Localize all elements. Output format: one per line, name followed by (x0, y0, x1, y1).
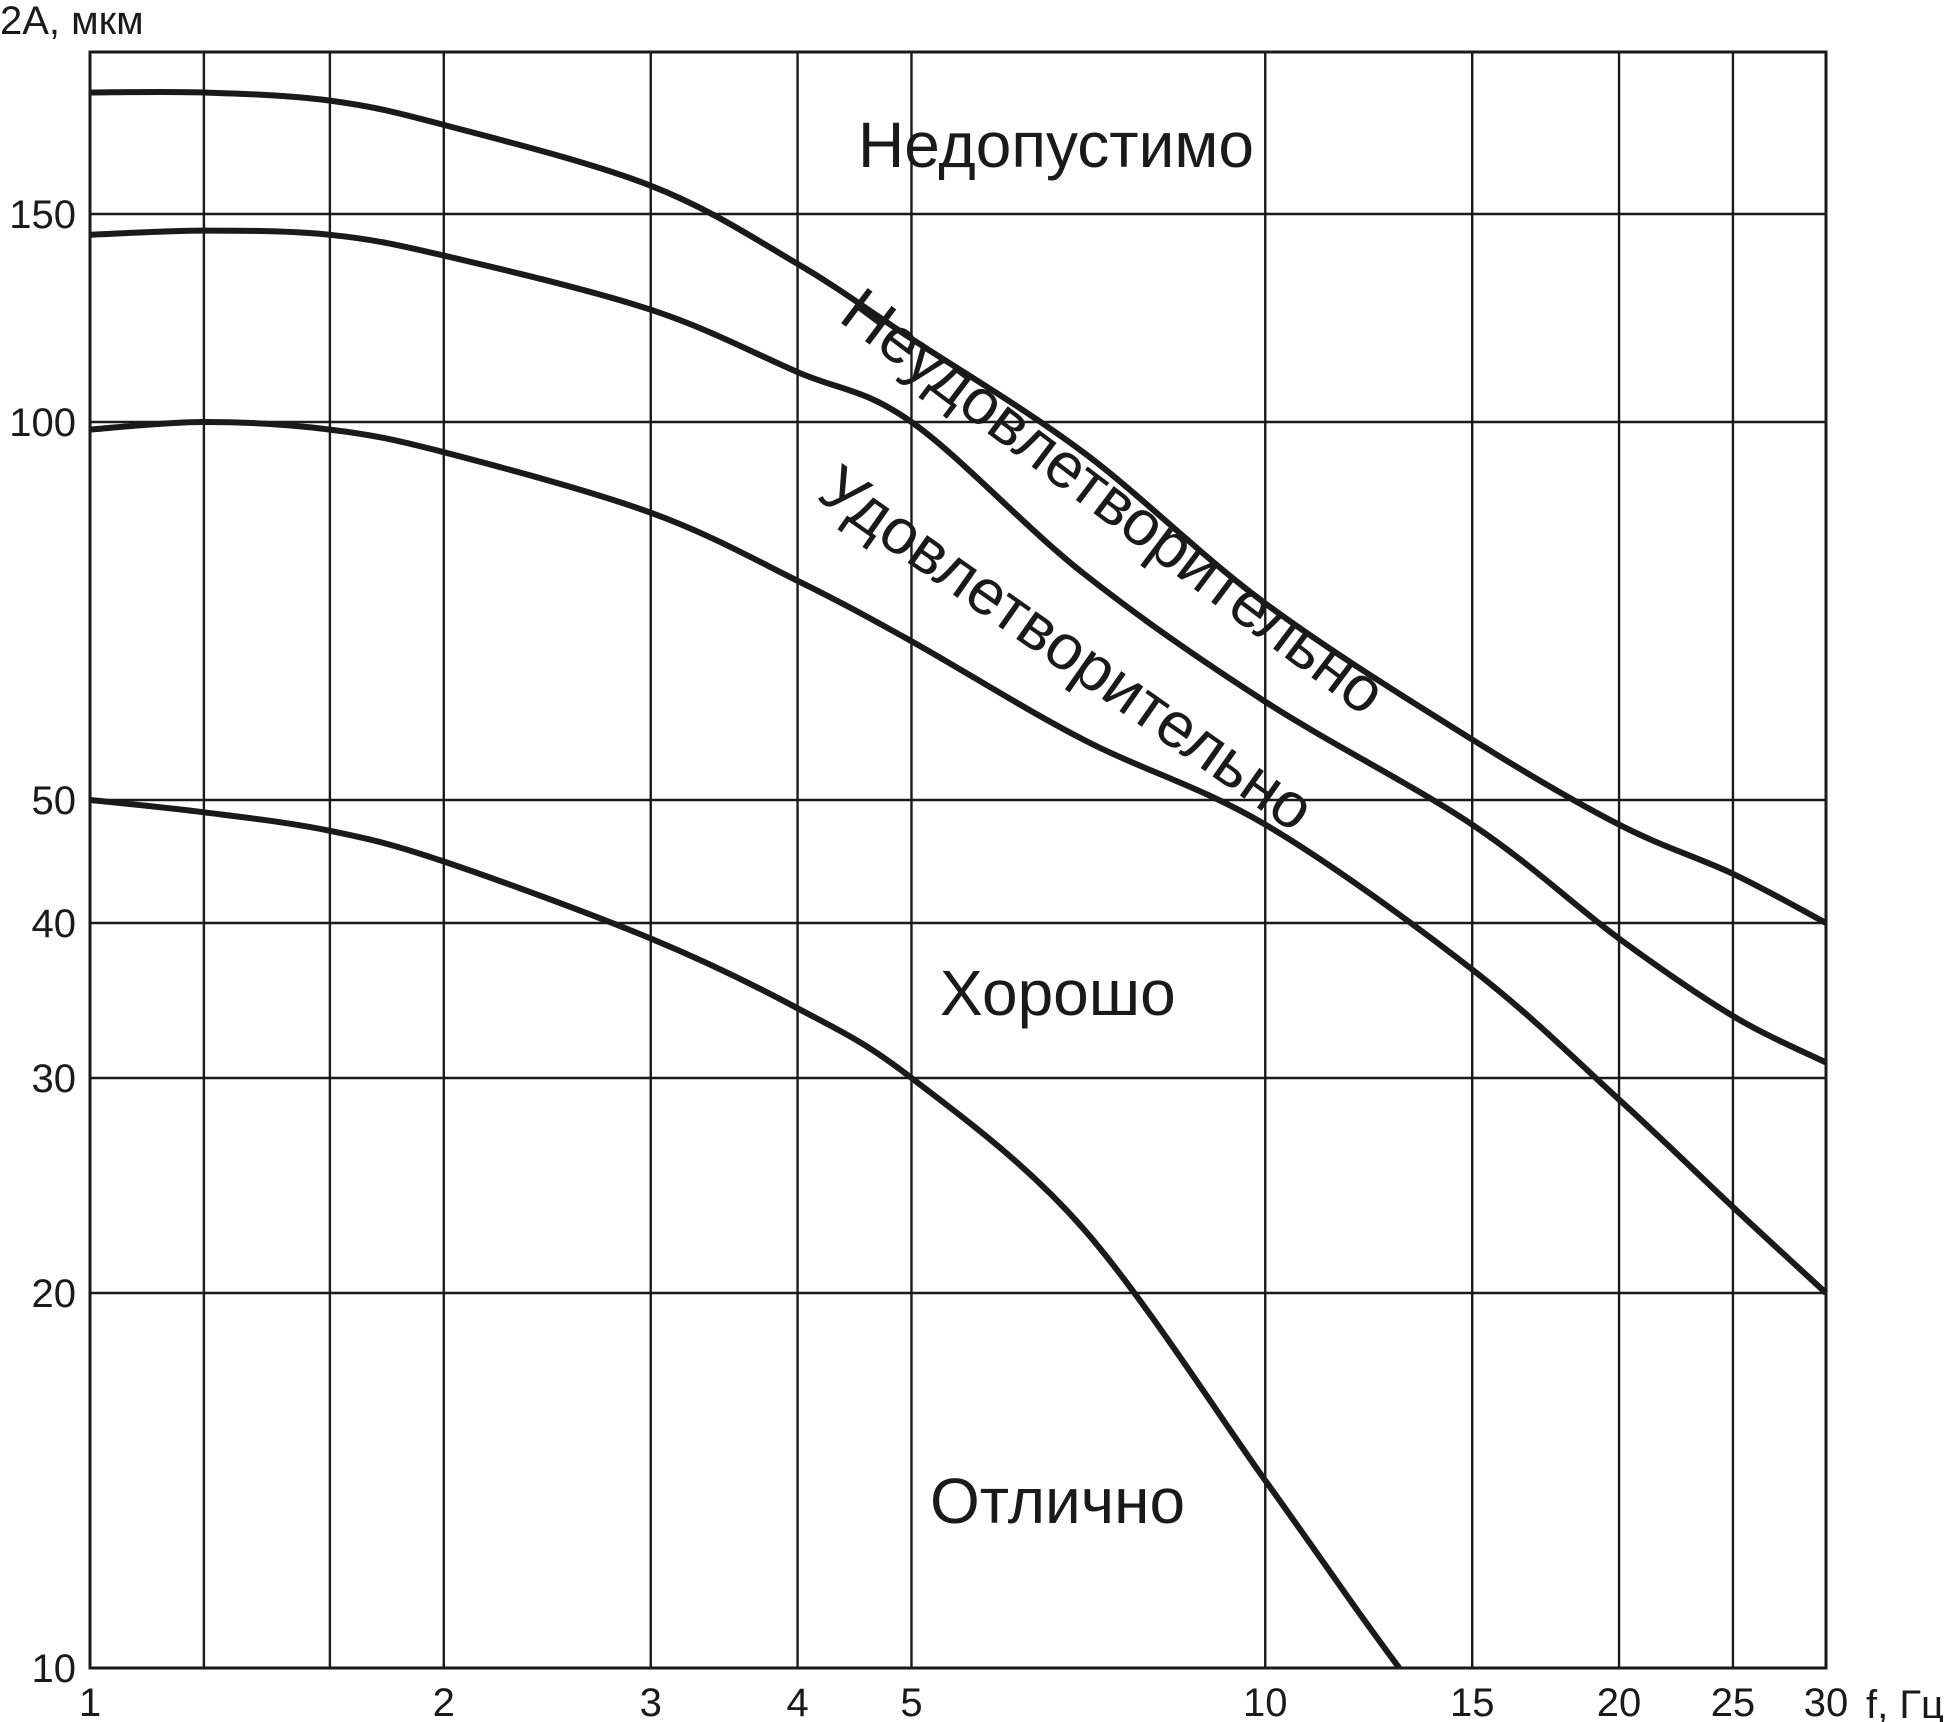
series-line-3 (89, 418, 1829, 1296)
x-tick-label: 25 (1711, 1681, 1756, 1722)
y-tick-label: 40 (32, 902, 77, 946)
y-tick-label: 100 (9, 401, 76, 445)
y-tick-label: 30 (32, 1057, 77, 1101)
x-tick-label: 30 (1804, 1681, 1849, 1722)
x-tick-label: 10 (1243, 1681, 1288, 1722)
x-tick-label: 15 (1450, 1681, 1495, 1722)
y-tick-label: 150 (9, 193, 76, 237)
curve-layer (89, 88, 1829, 1670)
plot-frame (88, 50, 1828, 1670)
x-tick-label: 20 (1597, 1681, 1642, 1722)
zone-label-unacceptable: Недопустимо (858, 109, 1254, 181)
series-line-2 (89, 227, 1828, 1066)
x-tick-label: 2 (433, 1681, 455, 1722)
y-tick-label: 10 (32, 1647, 77, 1691)
grid-layer (88, 52, 1828, 1670)
y-tick-label: 50 (32, 779, 77, 823)
y-tick-label: 20 (32, 1272, 77, 1316)
x-tick-label: 5 (900, 1681, 922, 1722)
x-tick-label: 3 (640, 1681, 662, 1722)
x-axis-label-text: f, Гц (1866, 1683, 1944, 1722)
x-tick-label: 4 (786, 1681, 808, 1722)
zone-label-good: Хорошо (940, 957, 1176, 1029)
y-axis-label: 2А, мкм (0, 0, 144, 43)
zone-label-excellent: Отлично (930, 1465, 1185, 1537)
series-line-4 (89, 797, 1402, 1670)
series-line-1 (89, 88, 1828, 926)
x-axis-label: f, Гц (1866, 1683, 1944, 1722)
tick-labels: 1 2 3 4 5 10 15 20 25 30 10 20 30 40 50 100 150 (9, 193, 1848, 1722)
x-tick-label: 1 (79, 1681, 101, 1722)
